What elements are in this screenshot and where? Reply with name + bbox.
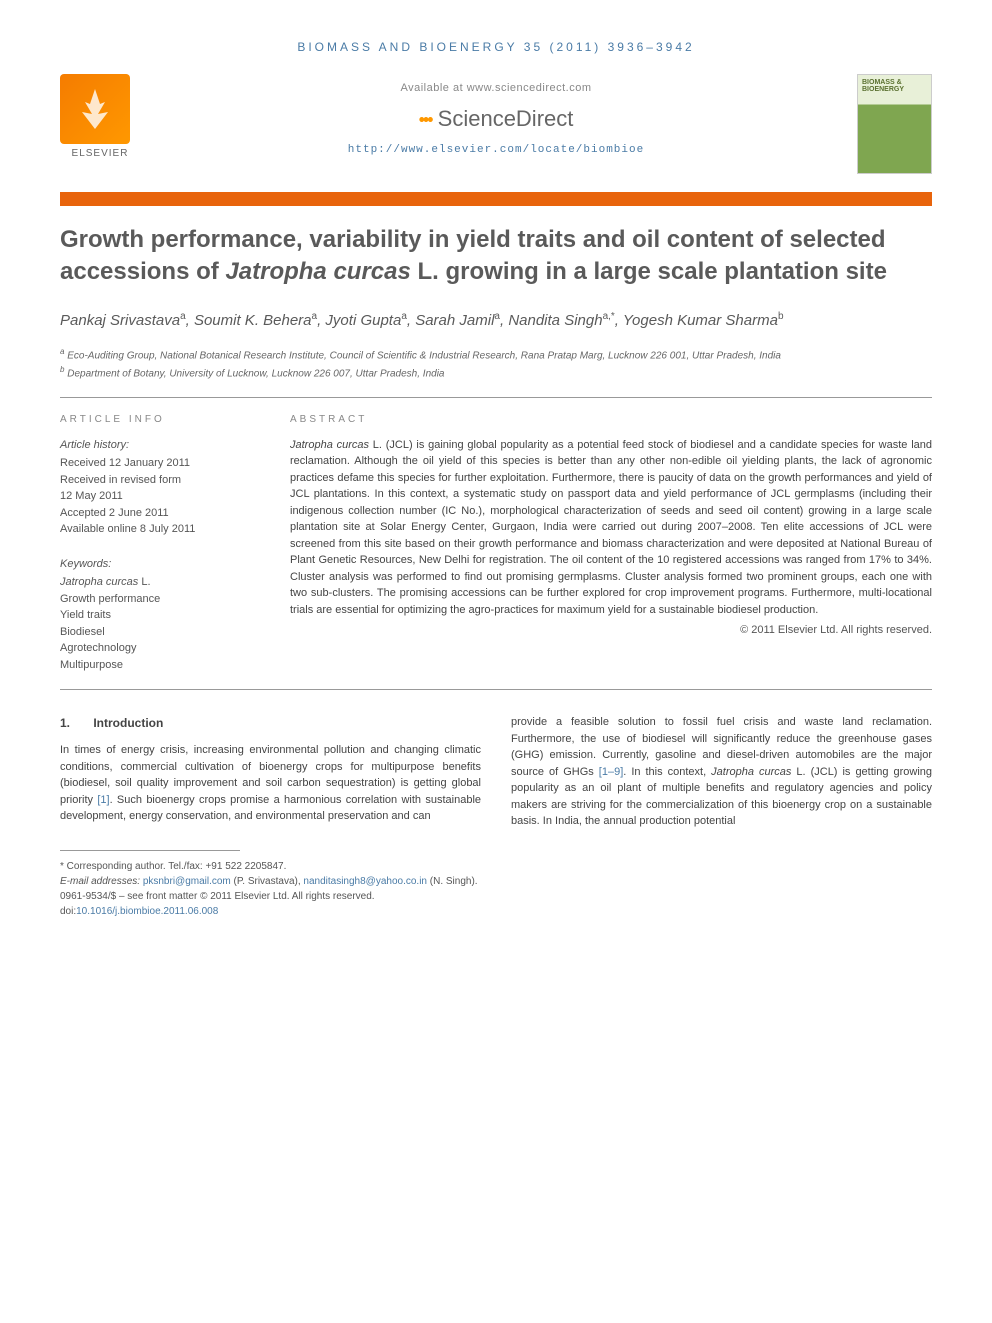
history-line: Received 12 January 2011 [60,455,260,472]
sd-dots-icon: ••• [419,110,432,130]
doi-link[interactable]: 10.1016/j.biombioe.2011.06.008 [76,906,218,917]
elsevier-label: ELSEVIER [60,148,140,159]
elsevier-tree-icon [60,74,130,144]
email-link-2[interactable]: nanditasingh8@yahoo.co.in [303,876,427,887]
issn-line: 0961-9534/$ – see front matter © 2011 El… [60,889,932,904]
keyword-line: Growth performance [60,591,260,608]
title-post: L. growing in a large scale plantation s… [411,258,887,285]
history-line: 12 May 2011 [60,488,260,505]
keywords-label: Keywords: [60,556,260,573]
history-line: Received in revised form [60,472,260,489]
article-page: BIOMASS AND BIOENERGY 35 (2011) 3936–394… [0,0,992,969]
article-info-heading: ARTICLE INFO [60,414,260,425]
abstract-main: L. (JCL) is gaining global popularity as… [290,439,932,616]
affiliations: a Eco-Auditing Group, National Botanical… [60,346,932,381]
sd-brand-text: ScienceDirect [438,106,574,131]
citation-link-1[interactable]: [1] [97,794,109,806]
journal-url[interactable]: http://www.elsevier.com/locate/biombioe [60,144,932,156]
corresponding-author: * Corresponding author. Tel./fax: +91 52… [60,859,932,874]
abstract-species: Jatropha curcas [290,439,369,451]
title-species: Jatropha curcas [225,258,410,285]
info-abstract-row: ARTICLE INFO Article history: Received 1… [60,414,932,674]
abstract-column: ABSTRACT Jatropha curcas L. (JCL) is gai… [290,414,932,674]
authors-list: Pankaj Srivastavaa, Soumit K. Beheraa, J… [60,309,932,333]
banner-center: Available at www.sciencedirect.com ••• S… [60,74,932,156]
keywords-block: Keywords: Jatropha curcas L.Growth perfo… [60,556,260,674]
keyword-line: Jatropha curcas L. [60,574,260,591]
article-history: Article history: Received 12 January 201… [60,437,260,538]
section-number: 1. [60,714,90,732]
abstract-body: Jatropha curcas L. (JCL) is gaining glob… [290,437,932,619]
sciencedirect-logo[interactable]: ••• ScienceDirect [60,106,932,132]
species-italic: Jatropha curcas [711,766,791,778]
elsevier-logo[interactable]: ELSEVIER [60,74,140,174]
article-title: Growth performance, variability in yield… [60,224,932,289]
doi-line: doi:10.1016/j.biombioe.2011.06.008 [60,904,932,919]
divider-top [60,397,932,398]
footer-divider [60,850,240,851]
keyword-line: Yield traits [60,607,260,624]
body-column-left: 1. Introduction In times of energy crisi… [60,714,481,830]
abstract-heading: ABSTRACT [290,414,932,425]
abstract-copyright: © 2011 Elsevier Ltd. All rights reserved… [290,624,932,636]
journal-cover-thumbnail[interactable]: BIOMASS & BIOENERGY [857,74,932,174]
intro-paragraph-1: In times of energy crisis, increasing en… [60,742,481,825]
article-info-column: ARTICLE INFO Article history: Received 1… [60,414,260,674]
keyword-line: Agrotechnology [60,640,260,657]
keyword-line: Multipurpose [60,657,260,674]
history-line: Accepted 2 June 2011 [60,505,260,522]
email-link-1[interactable]: pksnbri@gmail.com [143,876,231,887]
section-title: Introduction [93,716,163,730]
body-columns: 1. Introduction In times of energy crisi… [60,714,932,830]
journal-citation: BIOMASS AND BIOENERGY 35 (2011) 3936–394… [60,40,932,54]
history-line: Available online 8 July 2011 [60,521,260,538]
orange-divider-bar [60,192,932,206]
keyword-line: Biodiesel [60,624,260,641]
history-label: Article history: [60,437,260,454]
affiliation-line: a Eco-Auditing Group, National Botanical… [60,346,932,363]
available-at-text: Available at www.sciencedirect.com [60,82,932,94]
citation-link-2[interactable]: [1–9] [599,766,623,778]
article-footer: * Corresponding author. Tel./fax: +91 52… [60,859,932,919]
email-line: E-mail addresses: pksnbri@gmail.com (P. … [60,874,932,889]
divider-bottom [60,689,932,690]
section-heading-intro: 1. Introduction [60,714,481,732]
body-column-right: provide a feasible solution to fossil fu… [511,714,932,830]
affiliation-line: b Department of Botany, University of Lu… [60,364,932,381]
top-banner: ELSEVIER Available at www.sciencedirect.… [60,74,932,184]
intro-paragraph-2: provide a feasible solution to fossil fu… [511,714,932,830]
